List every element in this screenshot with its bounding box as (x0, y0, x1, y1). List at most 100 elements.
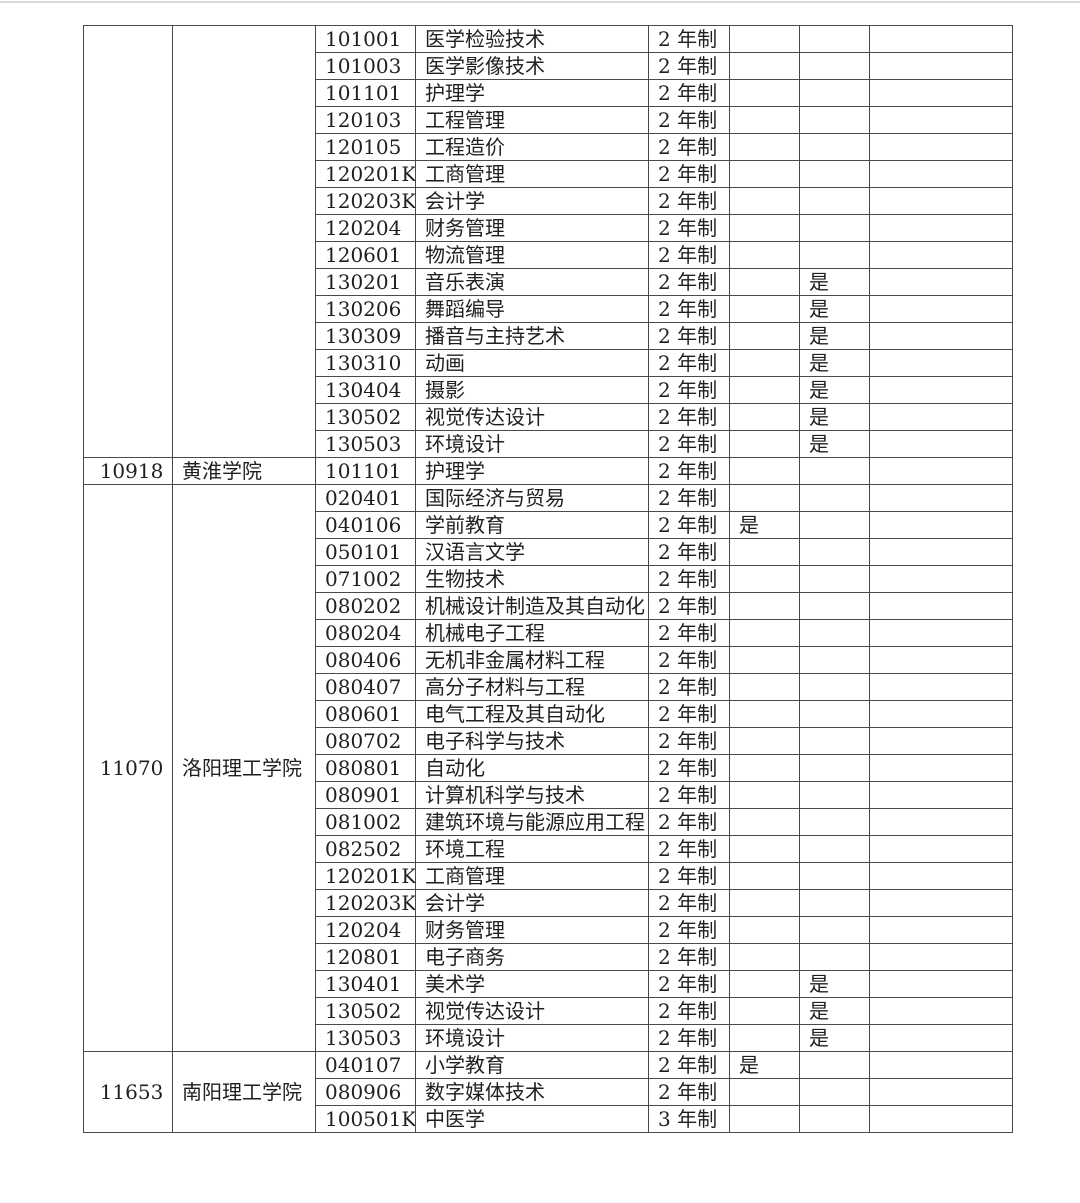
duration-cell: 3 年制 (648, 1105, 730, 1133)
duration-cell: 2 年制 (648, 1051, 730, 1079)
table-row: 120204 财务管理 2 年制 (84, 916, 1013, 944)
flag1-yes-cell (729, 430, 800, 458)
flag1-yes-cell (729, 943, 800, 971)
major-code-cell: 130502 (315, 997, 416, 1025)
table-row: 071002 生物技术 2 年制 (84, 565, 1013, 593)
flag2-yes-cell: 是 (799, 1024, 870, 1052)
major-name-cell: 摄影 (415, 376, 649, 404)
major-name-cell: 医学检验技术 (415, 25, 649, 53)
table-row: 130206 舞蹈编导 2 年制 是 (84, 295, 1013, 323)
table-row: 080204 机械电子工程 2 年制 (84, 619, 1013, 647)
flag2-yes-cell (799, 133, 870, 161)
duration-cell: 2 年制 (648, 754, 730, 782)
flag1-yes-cell (729, 565, 800, 593)
table-row: 11070 洛阳理工学院 020401 国际经济与贸易 2 年制 (83, 484, 1013, 1052)
major-name-cell: 汉语言文学 (415, 538, 649, 566)
duration-cell: 2 年制 (648, 295, 730, 323)
flag2-yes-cell: 是 (799, 376, 870, 404)
major-code-cell: 130201 (315, 268, 416, 296)
duration-cell: 2 年制 (648, 673, 730, 701)
duration-cell: 2 年制 (648, 106, 730, 134)
flag1-yes-cell (729, 322, 800, 350)
flag2-yes-cell (799, 1105, 870, 1133)
duration-cell: 2 年制 (648, 997, 730, 1025)
duration-cell: 2 年制 (648, 808, 730, 836)
major-code-cell: 020401 (315, 484, 416, 512)
flag2-yes-cell (799, 106, 870, 134)
blank-cell (869, 1105, 1013, 1133)
major-name-cell: 自动化 (415, 754, 649, 782)
major-name-cell: 动画 (415, 349, 649, 377)
flag2-yes-cell (799, 214, 870, 242)
major-name-cell: 小学教育 (415, 1051, 649, 1079)
major-code-cell: 101101 (315, 457, 416, 485)
table-row: 130401 美术学 2 年制 是 (84, 970, 1013, 998)
duration-cell: 2 年制 (648, 889, 730, 917)
flag2-yes-cell: 是 (799, 295, 870, 323)
flag1-yes-cell (729, 376, 800, 404)
blank-cell (869, 511, 1013, 539)
flag1-yes-cell (729, 52, 800, 80)
major-code-cell: 080906 (315, 1078, 416, 1106)
flag1-yes-cell (729, 916, 800, 944)
table-row: 130309 播音与主持艺术 2 年制 是 (84, 322, 1013, 350)
major-code-cell: 050101 (315, 538, 416, 566)
duration-cell: 2 年制 (648, 403, 730, 431)
flag1-yes-cell (729, 673, 800, 701)
school-code-cell: 11070 (83, 484, 173, 1052)
major-name-cell: 工商管理 (415, 862, 649, 890)
flag2-yes-cell (799, 781, 870, 809)
duration-cell: 2 年制 (648, 727, 730, 755)
flag1-yes-cell (729, 646, 800, 674)
flag1-yes-cell (729, 1024, 800, 1052)
blank-cell (869, 916, 1013, 944)
table-row: 082502 环境工程 2 年制 (84, 835, 1013, 863)
table-row: 080202 机械设计制造及其自动化 2 年制 (84, 592, 1013, 620)
duration-cell: 2 年制 (648, 835, 730, 863)
flag2-yes-cell: 是 (799, 322, 870, 350)
table-row: 130404 摄影 2 年制 是 (84, 376, 1013, 404)
school-name-cell: 南阳理工学院 (172, 1051, 316, 1133)
flag1-yes-cell (729, 538, 800, 566)
flag2-yes-cell (799, 457, 870, 485)
school-name-cell (172, 25, 316, 458)
flag1-yes-cell (729, 187, 800, 215)
table-row: 120105 工程造价 2 年制 (84, 133, 1013, 161)
duration-cell: 2 年制 (648, 916, 730, 944)
table-row: 11653 南阳理工学院 040107 小学教育 2 年制是 (83, 1051, 1013, 1133)
major-code-cell: 130310 (315, 349, 416, 377)
major-code-cell: 080801 (315, 754, 416, 782)
table-row: 10918 黄淮学院 101101 护理学 2 年制 (83, 457, 1013, 485)
blank-cell (869, 808, 1013, 836)
blank-cell (869, 322, 1013, 350)
blank-cell (869, 646, 1013, 674)
major-code-cell: 082502 (315, 835, 416, 863)
table-row: 040106 学前教育 2 年制是 (84, 511, 1013, 539)
table-row: 080801 自动化 2 年制 (84, 754, 1013, 782)
flag1-yes-cell (729, 862, 800, 890)
major-name-cell: 环境设计 (415, 1024, 649, 1052)
flag1-yes-cell (729, 1078, 800, 1106)
flag1-yes-cell (729, 889, 800, 917)
flag1-yes-cell (729, 160, 800, 188)
school-name-cell: 黄淮学院 (172, 457, 316, 485)
major-name-cell: 视觉传达设计 (415, 997, 649, 1025)
major-code-cell: 080702 (315, 727, 416, 755)
flag2-yes-cell: 是 (799, 268, 870, 296)
table-row: 080406 无机非金属材料工程 2 年制 (84, 646, 1013, 674)
table-row: 120203K 会计学 2 年制 (84, 889, 1013, 917)
blank-cell (869, 565, 1013, 593)
major-code-cell: 120601 (315, 241, 416, 269)
flag1-yes-cell (729, 619, 800, 647)
duration-cell: 2 年制 (648, 646, 730, 674)
table-row: 130503 环境设计 2 年制 是 (84, 1024, 1013, 1052)
major-code-cell: 130404 (315, 376, 416, 404)
flag2-yes-cell (799, 592, 870, 620)
major-name-cell: 计算机科学与技术 (415, 781, 649, 809)
flag2-yes-cell (799, 673, 870, 701)
blank-cell (869, 700, 1013, 728)
major-code-cell: 080202 (315, 592, 416, 620)
table-row: 080702 电子科学与技术 2 年制 (84, 727, 1013, 755)
major-name-cell: 高分子材料与工程 (415, 673, 649, 701)
flag1-yes-cell (729, 1105, 800, 1133)
